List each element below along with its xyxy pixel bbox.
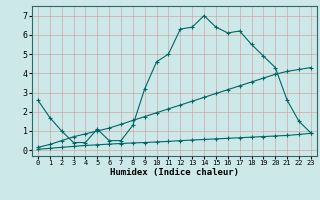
X-axis label: Humidex (Indice chaleur): Humidex (Indice chaleur) [110,168,239,177]
